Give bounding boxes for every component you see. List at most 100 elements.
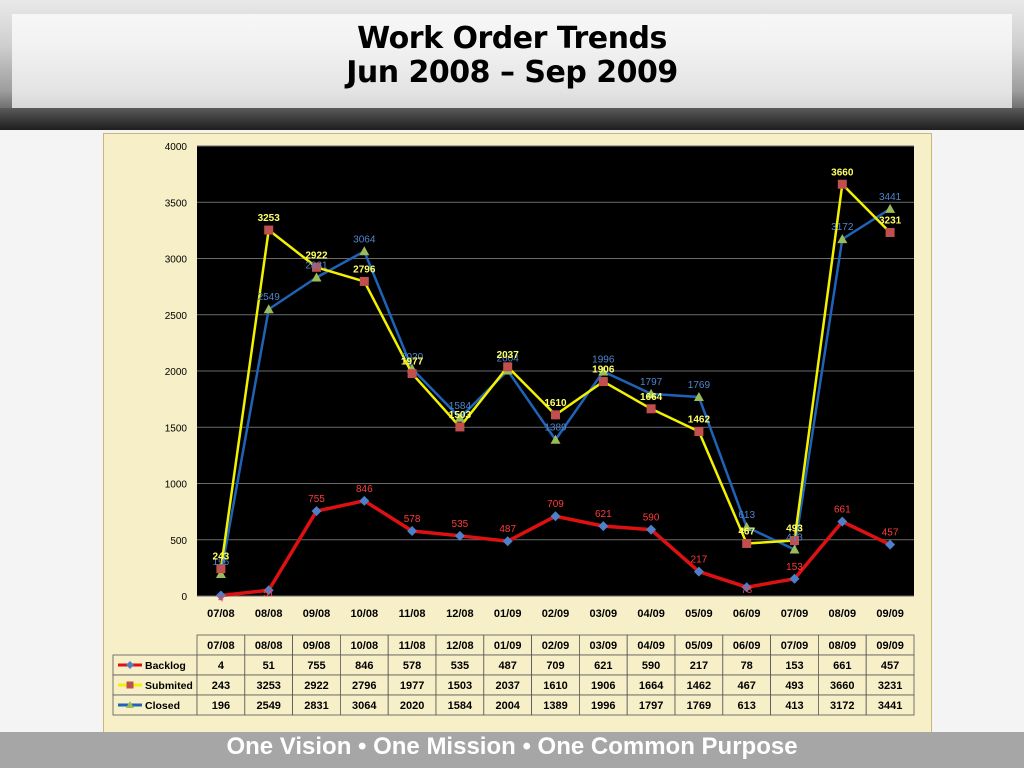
- data-point-submited: [790, 536, 799, 546]
- data-label-closed: 3064: [353, 234, 376, 245]
- data-point-submited: [455, 422, 465, 432]
- data-point-closed: [693, 391, 704, 401]
- data-label-backlog: 661: [834, 505, 851, 516]
- table-header-cell: 08/09: [829, 640, 857, 652]
- data-point-submited: [694, 427, 704, 437]
- data-label-backlog: 153: [786, 562, 803, 573]
- data-point-backlog: [407, 525, 418, 536]
- data-label-closed: 2831: [305, 261, 328, 272]
- table-value-cell: 153: [785, 660, 803, 672]
- data-point-backlog: [741, 582, 752, 593]
- data-point-closed: [837, 234, 848, 244]
- data-point-submited: [837, 179, 847, 189]
- data-point-backlog: [598, 521, 609, 532]
- data-point-closed: [598, 366, 609, 376]
- table-value-cell: 621: [594, 660, 612, 672]
- legend-marker-closed: [126, 701, 134, 708]
- data-point-submited: [551, 410, 560, 420]
- table-value-cell: 709: [546, 660, 564, 672]
- table-value-cell: 457: [881, 660, 899, 672]
- data-point-submited: [407, 369, 417, 379]
- table-value-cell: 493: [785, 680, 803, 692]
- data-label-closed: 2020: [401, 352, 424, 363]
- data-point-backlog: [311, 506, 322, 517]
- y-tick-label: 500: [170, 536, 187, 547]
- table-header-cell: 12/08: [446, 640, 474, 652]
- table-value-cell: 1462: [687, 680, 711, 692]
- x-tick-label: 09/08: [303, 608, 331, 620]
- table-value-cell: 846: [355, 660, 373, 672]
- table-value-cell: 1977: [400, 680, 424, 692]
- data-point-closed: [311, 272, 322, 282]
- data-label-closed: 413: [786, 533, 803, 544]
- data-label-closed: 3172: [831, 222, 854, 233]
- x-tick-label: 07/08: [207, 608, 235, 620]
- x-tick-label: 07/09: [781, 608, 809, 620]
- table-value-cell: 3253: [256, 680, 280, 692]
- table-header-cell: 02/09: [542, 640, 570, 652]
- data-label-backlog: 590: [643, 513, 660, 524]
- data-label-submited: 1610: [544, 398, 567, 409]
- header-banner: [0, 0, 1024, 130]
- table-value-cell: 78: [741, 660, 753, 672]
- table-value-cell: 1906: [591, 680, 615, 692]
- table-value-cell: 2831: [304, 700, 328, 712]
- x-tick-label: 03/09: [590, 608, 618, 620]
- table-value-cell: 2549: [256, 700, 280, 712]
- table-value-cell: 487: [499, 660, 517, 672]
- y-tick-label: 1500: [165, 423, 188, 434]
- data-point-backlog: [693, 566, 704, 577]
- table-value-cell: 1610: [543, 680, 567, 692]
- legend-marker-backlog: [126, 661, 134, 669]
- table-value-cell: 243: [212, 680, 230, 692]
- table-header-cell: 04/09: [637, 640, 665, 652]
- table-header-cell: 05/09: [685, 640, 713, 652]
- data-label-submited: 1906: [592, 365, 615, 376]
- data-label-backlog: 621: [595, 509, 612, 520]
- data-label-closed: 1996: [592, 354, 615, 365]
- data-point-closed: [263, 304, 274, 314]
- slide-title: Work Order Trends Jun 2008 – Sep 2009: [0, 22, 1024, 90]
- data-label-backlog: 4: [218, 594, 224, 605]
- table-value-cell: 3231: [878, 680, 902, 692]
- table-value-cell: 4: [218, 660, 225, 672]
- table-value-cell: 217: [690, 660, 708, 672]
- data-label-closed: 1769: [688, 380, 711, 391]
- data-point-backlog: [646, 524, 657, 535]
- table-value-cell: 613: [738, 700, 756, 712]
- work-order-chart: 0 500 1000 1500 2000 2500 3000 3500 4000 07/08 08/…: [112, 142, 915, 716]
- data-label-submited: 1503: [449, 410, 472, 421]
- x-tick-label: 02/09: [542, 608, 570, 620]
- table-value-cell: 2020: [400, 700, 424, 712]
- legend-label-submited: Submited: [145, 680, 193, 692]
- data-label-submited: 3660: [831, 167, 854, 178]
- data-label-backlog: 217: [691, 555, 708, 566]
- data-label-submited: 1462: [688, 415, 711, 426]
- data-label-closed: 2549: [258, 292, 281, 303]
- data-point-closed: [885, 203, 896, 213]
- legend-label-closed: Closed: [145, 700, 180, 712]
- data-label-submited: 3253: [258, 213, 281, 224]
- table-header-cell: 11/08: [399, 640, 426, 652]
- data-point-closed: [550, 434, 561, 444]
- data-label-submited: 2796: [353, 264, 376, 275]
- data-label-submited: 1664: [640, 392, 663, 403]
- data-label-backlog: 709: [547, 499, 564, 510]
- data-label-submited: 243: [213, 552, 230, 563]
- data-label-submited: 1977: [401, 357, 424, 368]
- x-tick-label: 12/08: [446, 608, 474, 620]
- data-point-backlog: [454, 530, 465, 541]
- x-tick-label: 09/09: [876, 608, 904, 620]
- legend-marker-submited: [126, 681, 134, 689]
- data-point-backlog: [263, 585, 274, 596]
- data-point-submited: [598, 377, 608, 387]
- title-line-2: Jun 2008 – Sep 2009: [346, 55, 678, 90]
- data-point-backlog: [215, 590, 226, 601]
- table-value-cell: 1797: [639, 700, 663, 712]
- y-tick-label: 1000: [165, 480, 188, 491]
- data-label-submited: 2922: [305, 250, 328, 261]
- data-point-backlog: [789, 573, 800, 584]
- table-value-cell: 3660: [830, 680, 854, 692]
- table-header-cell: 09/09: [876, 640, 904, 652]
- y-tick-label: 3500: [165, 198, 188, 209]
